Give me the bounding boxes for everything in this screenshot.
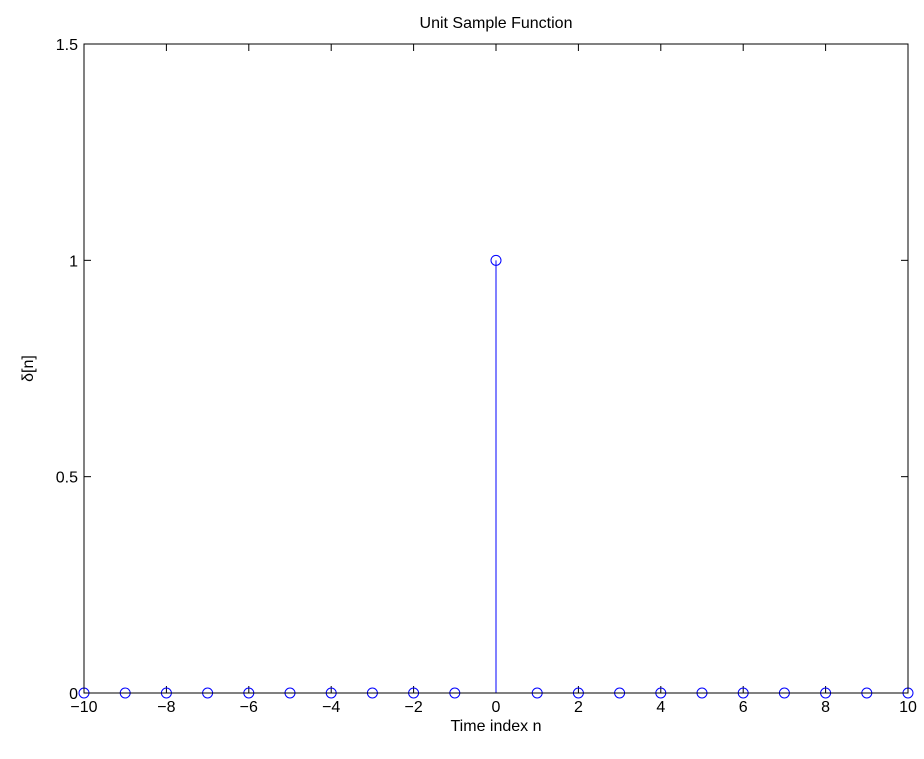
x-axis-label: Time index n: [451, 718, 542, 735]
y-tick-label: 1: [69, 253, 78, 270]
axes-box: [83, 43, 909, 694]
y-axis-label: δ[n]: [20, 355, 37, 382]
x-tick-label: 10: [899, 699, 917, 716]
x-tick-label: 0: [492, 699, 501, 716]
x-tick-label: −6: [240, 699, 258, 716]
x-tick-label: −2: [404, 699, 422, 716]
x-tick-label: 2: [574, 699, 583, 716]
x-tick-label: 4: [656, 699, 665, 716]
y-tick-label: 0: [69, 686, 78, 703]
chart-title: Unit Sample Function: [420, 15, 573, 32]
x-tick-label: 8: [821, 699, 830, 716]
x-tick-label: 6: [739, 699, 748, 716]
x-tick-label: −10: [70, 699, 97, 716]
stem-marker: [490, 254, 502, 266]
x-tick-label: −8: [157, 699, 175, 716]
x-tick-label: −4: [322, 699, 340, 716]
tick-labels: −10 −8 −6 −4 −2 0 2 4 6 8 10 0 0.5 1 1.5: [56, 37, 917, 716]
y-tick-label: 1.5: [56, 37, 78, 54]
y-tick-label: 0.5: [56, 470, 78, 487]
